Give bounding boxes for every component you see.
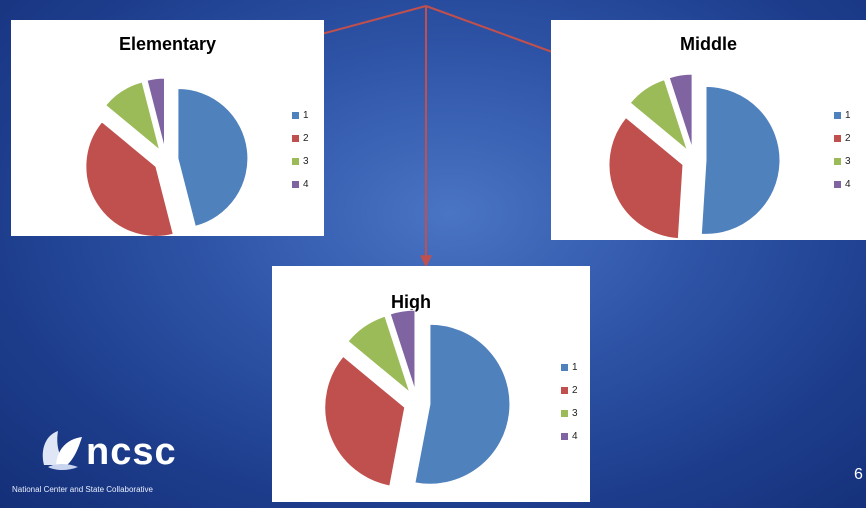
- logo-tagline: National Center and State Collaborative: [12, 485, 153, 494]
- legend-label: 3: [303, 156, 309, 167]
- pie-slice-2: [85, 121, 174, 236]
- legend-item: 1: [834, 104, 851, 127]
- pie-chart: [324, 309, 511, 487]
- pie-slice-4: [668, 73, 693, 149]
- legend: 1 2 3 4: [834, 104, 851, 196]
- legend-label: 4: [572, 431, 578, 442]
- pie-slice-2: [324, 355, 406, 487]
- ncsc-logo: ncsc National Center and State Collabora…: [12, 425, 242, 500]
- legend-item: 3: [834, 150, 851, 173]
- legend-item: 1: [292, 104, 309, 127]
- legend-label: 4: [303, 179, 309, 190]
- legend: 1 2 3 4: [292, 104, 309, 196]
- legend: 1 2 3 4: [561, 356, 578, 448]
- chart-panel-high: High 1 2 3 4: [272, 266, 590, 502]
- pie-slice-3: [104, 81, 161, 152]
- legend-item: 2: [561, 379, 578, 402]
- chart-panel-middle: Middle 1 2 3 4: [551, 20, 866, 240]
- legend-swatch: [292, 158, 299, 165]
- legend-item: 4: [834, 173, 851, 196]
- legend-swatch: [292, 135, 299, 142]
- legend-item: 4: [292, 173, 309, 196]
- pie-chart: [85, 77, 249, 236]
- legend-swatch: [292, 181, 299, 188]
- legend-label: 3: [572, 408, 578, 419]
- pie-slice-2: [608, 116, 684, 240]
- chart-title: High: [391, 292, 431, 312]
- legend-item: 1: [561, 356, 578, 379]
- legend-label: 2: [845, 133, 851, 144]
- legend-swatch: [834, 181, 841, 188]
- legend-swatch: [834, 135, 841, 142]
- legend-swatch: [292, 112, 299, 119]
- legend-label: 4: [845, 179, 851, 190]
- chart-title: Middle: [680, 34, 737, 54]
- legend-label: 2: [303, 133, 309, 144]
- legend-swatch: [561, 364, 568, 371]
- legend-item: 3: [561, 402, 578, 425]
- legend-swatch: [834, 112, 841, 119]
- legend-label: 1: [303, 110, 309, 121]
- legend-swatch: [561, 387, 568, 394]
- pie-slice-1: [700, 85, 781, 235]
- pie-slice-1: [177, 87, 249, 227]
- legend-item: 2: [834, 127, 851, 150]
- pie-slice-3: [629, 79, 689, 152]
- pie-slice-1: [414, 323, 511, 485]
- pie-slice-3: [347, 315, 411, 394]
- pie-chart: [608, 73, 781, 240]
- slide-number: 6: [854, 466, 863, 483]
- pie-slice-4: [389, 309, 416, 391]
- legend-swatch: [834, 158, 841, 165]
- legend-swatch: [561, 433, 568, 440]
- legend-label: 3: [845, 156, 851, 167]
- logo-wordmark: ncsc: [86, 431, 177, 473]
- legend-label: 2: [572, 385, 578, 396]
- legend-label: 1: [845, 110, 851, 121]
- chart-panel-elementary: Elementary 1 2 3 4: [11, 20, 324, 236]
- legend-item: 3: [292, 150, 309, 173]
- chart-title: Elementary: [118, 34, 217, 54]
- legend-label: 1: [572, 362, 578, 373]
- legend-item: 4: [561, 425, 578, 448]
- legend-swatch: [561, 410, 568, 417]
- legend-item: 2: [292, 127, 309, 150]
- leaf-logo-icon: [42, 431, 82, 470]
- pie-slice-4: [146, 77, 165, 149]
